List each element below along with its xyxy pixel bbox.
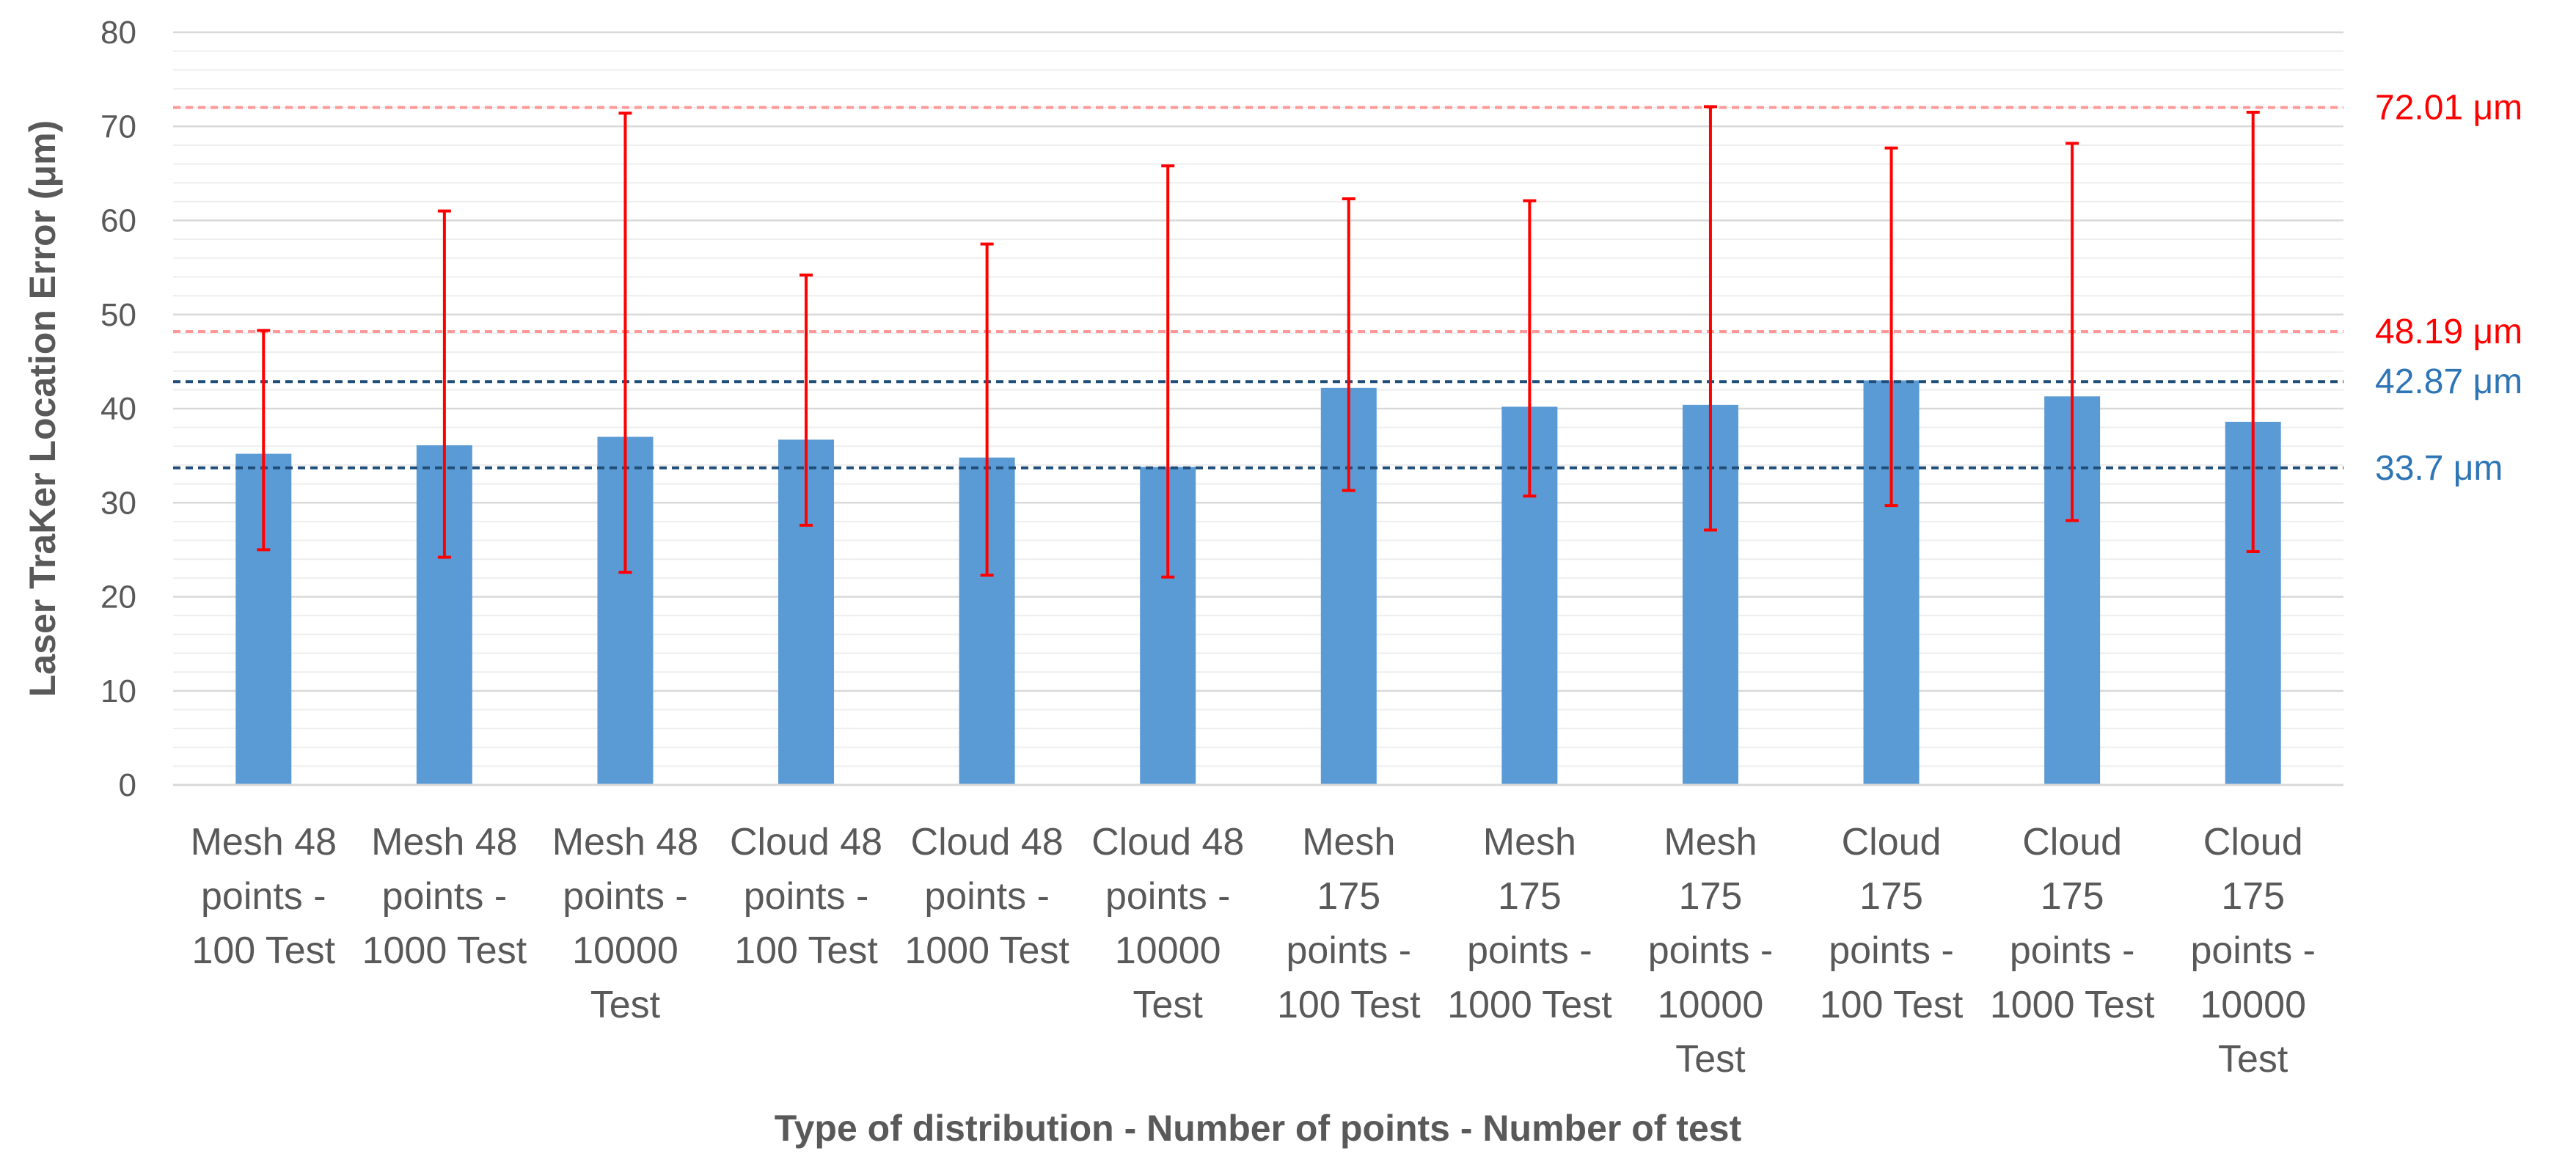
x-category-label-line: 100 Test	[1820, 984, 1964, 1026]
reference-line-label: 42.87 μm	[2375, 362, 2522, 401]
labels: 0 10 20 30 40 50 60 70 80 72.01 μm 48.19 μm 42.87 μ…	[100, 15, 2522, 1081]
reference-lines	[173, 106, 2343, 469]
error-bar	[257, 329, 271, 552]
x-category-label-line: 1000 Test	[1990, 984, 2155, 1026]
error-bar	[1161, 164, 1175, 579]
x-category-label-line: 10000	[572, 929, 678, 972]
x-category-label: Mesh 48 points - 10000 Test	[552, 821, 698, 1026]
error-bar	[1884, 146, 1898, 508]
x-category-label-line: Mesh	[1483, 821, 1576, 863]
x-category-label-line: 10000	[1115, 929, 1221, 972]
x-category-label-line: 100 Test	[191, 929, 335, 972]
x-category-label-line: 175	[1859, 875, 1923, 918]
reference-line-label: 33.7 μm	[2375, 449, 2503, 488]
x-category-label-line: points -	[1105, 875, 1231, 918]
x-category-label-line: Cloud 48	[1091, 821, 1244, 863]
x-category-label-line: points -	[1648, 929, 1774, 972]
x-category-label-line: 175	[2221, 875, 2285, 918]
x-category-label: Mesh 48 points - 1000 Test	[362, 821, 527, 972]
reference-line-label: 72.01 μm	[2375, 88, 2522, 127]
y-tick-label: 10	[100, 673, 136, 709]
y-tick-label: 40	[100, 391, 136, 427]
x-category-label-line: 1000 Test	[1447, 984, 1612, 1026]
x-category-label: Mesh 175 points - 10000 Test	[1648, 821, 1774, 1081]
x-category-label-line: 175	[2041, 875, 2104, 918]
x-category-label-line: 175	[1679, 875, 1743, 918]
x-category-label-line: Mesh 48	[552, 821, 698, 863]
x-axis-title: Type of distribution - Number of points …	[775, 1108, 1742, 1149]
error-bar	[1523, 199, 1537, 498]
x-category-label-line: points -	[1467, 929, 1592, 972]
x-category-label-line: Mesh 48	[191, 821, 337, 863]
error-bar	[1703, 105, 1717, 532]
x-category-label: Mesh 175 points - 100 Test	[1277, 821, 1421, 1026]
x-category-label-line: 10000	[2200, 984, 2306, 1026]
x-category-label-line: Cloud 48	[730, 821, 882, 863]
y-tick-label: 50	[100, 297, 136, 333]
x-category-label-line: 1000 Test	[362, 929, 527, 972]
x-category-label-line: points -	[2190, 929, 2316, 972]
x-category-label-line: points -	[1829, 929, 1954, 972]
x-category-label-line: Cloud 48	[911, 821, 1064, 863]
x-category-label: Cloud 175 points - 100 Test	[1820, 821, 1964, 1026]
x-category-label: Cloud 175 points - 1000 Test	[1990, 821, 2155, 1026]
x-category-label: Cloud 48 points - 1000 Test	[904, 821, 1069, 972]
x-category-label-line: Mesh	[1302, 821, 1395, 863]
error-bars	[257, 105, 2260, 579]
x-category-label-line: Test	[590, 984, 661, 1026]
bars	[235, 380, 2281, 785]
y-tick-label: 0	[119, 767, 136, 803]
error-bar	[1342, 197, 1355, 492]
x-category-label-line: 100 Test	[734, 929, 878, 972]
x-category-label-line: Mesh 48	[371, 821, 517, 863]
x-category-label-line: points -	[1287, 929, 1412, 972]
x-category-label-line: points -	[382, 875, 508, 918]
x-category-label: Cloud 175 points - 10000 Test	[2190, 821, 2316, 1081]
y-tick-label: 70	[100, 109, 136, 145]
x-category-label-line: 175	[1498, 875, 1562, 918]
y-tick-label: 60	[100, 203, 136, 239]
x-category-label: Mesh 48 points - 100 Test	[191, 821, 337, 972]
x-category-label-line: 10000	[1658, 984, 1764, 1026]
x-category-label-line: Test	[1675, 1038, 1746, 1081]
x-category-label: Cloud 48 points - 100 Test	[730, 821, 882, 972]
y-tick-label: 80	[100, 15, 136, 51]
error-bar	[2246, 111, 2260, 553]
error-bar	[980, 242, 994, 577]
x-category-label-line: Test	[1133, 984, 1204, 1026]
x-category-label-line: points -	[924, 875, 1050, 918]
x-category-label-line: Cloud	[2022, 821, 2122, 863]
x-category-label-line: Cloud	[2203, 821, 2303, 863]
y-tick-label: 20	[100, 580, 136, 615]
x-category-label-line: points -	[2010, 929, 2135, 972]
x-category-label-line: points -	[201, 875, 326, 918]
y-axis-title: Laser TraKer Location Error (μm)	[22, 120, 63, 697]
reference-line-label: 48.19 μm	[2375, 313, 2522, 351]
error-bar	[437, 209, 451, 559]
error-bar	[2065, 142, 2079, 522]
x-category-label-line: points -	[563, 875, 688, 918]
y-tick-label: 30	[100, 485, 136, 521]
gridlines	[173, 31, 2343, 767]
error-bar	[618, 112, 632, 574]
x-category-label-line: Cloud	[1842, 821, 1942, 863]
x-category-label: Cloud 48 points - 10000 Test	[1091, 821, 1244, 1026]
x-category-label-line: Mesh	[1664, 821, 1757, 863]
x-category-label-line: 100 Test	[1277, 984, 1421, 1026]
x-category-label: Mesh 175 points - 1000 Test	[1447, 821, 1612, 1026]
error-bar	[799, 273, 813, 527]
x-category-label-line: points -	[744, 875, 869, 918]
x-category-label-line: 175	[1317, 875, 1380, 918]
x-category-label-line: Test	[2218, 1038, 2288, 1081]
x-category-label-line: 1000 Test	[904, 929, 1069, 972]
